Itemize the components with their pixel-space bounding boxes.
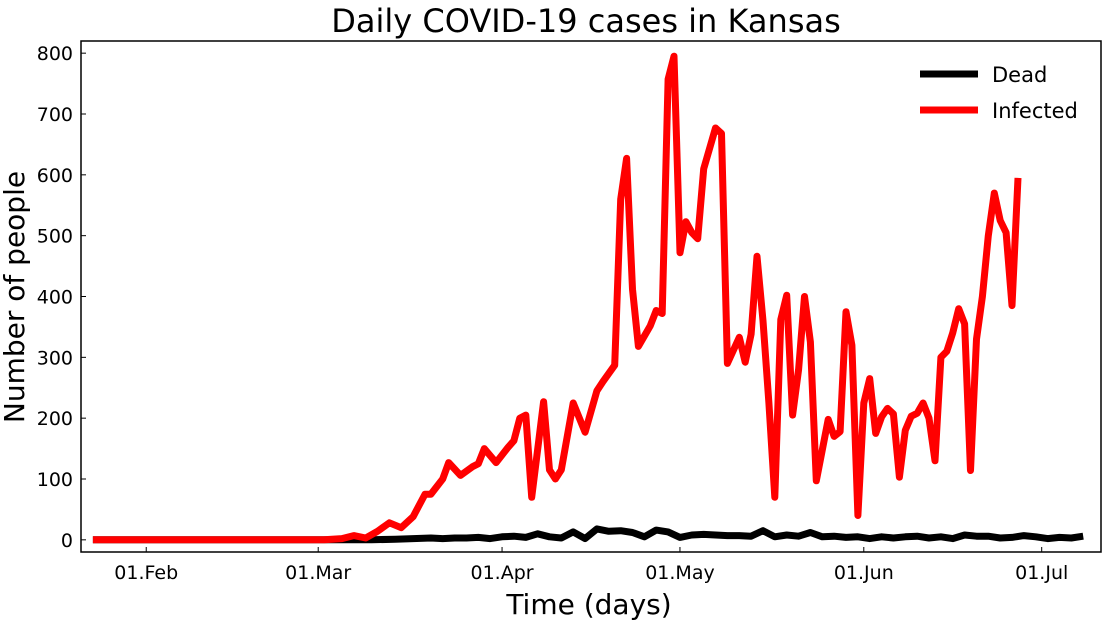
chart-title: Daily COVID-19 cases in Kansas bbox=[331, 2, 841, 40]
y-tick-label: 300 bbox=[37, 347, 73, 369]
y-axis: 0 100 200 300 400 500 600 700 800 bbox=[37, 43, 86, 552]
x-axis-label: Time (days) bbox=[505, 588, 671, 621]
x-tick-label: 01.Jun bbox=[834, 562, 894, 584]
x-tick-label: 01.Feb bbox=[114, 562, 178, 584]
y-tick-label: 0 bbox=[61, 530, 73, 552]
y-tick-label: 600 bbox=[37, 165, 73, 187]
y-tick-label: 400 bbox=[37, 287, 73, 309]
legend-label-dead: Dead bbox=[992, 63, 1047, 87]
y-tick-label: 700 bbox=[37, 104, 73, 126]
series-layer bbox=[92, 52, 1084, 544]
series-line-infected bbox=[92, 52, 1022, 544]
y-tick-label: 800 bbox=[37, 43, 73, 65]
y-tick-label: 100 bbox=[37, 469, 73, 491]
legend: Dead Infected bbox=[920, 63, 1078, 123]
series-line-dead bbox=[92, 525, 1084, 544]
x-tick-label: 01.Jul bbox=[1015, 562, 1068, 584]
y-tick-label: 500 bbox=[37, 226, 73, 248]
x-tick-label: 01.Mar bbox=[285, 562, 351, 584]
x-tick-label: 01.Apr bbox=[470, 562, 533, 584]
x-tick-label: 01.May bbox=[645, 562, 715, 584]
x-axis: 01.Feb 01.Mar 01.Apr 01.May 01.Jun 01.Jul bbox=[114, 547, 1068, 584]
legend-label-infected: Infected bbox=[992, 99, 1078, 123]
y-axis-label: Number of people bbox=[0, 171, 31, 423]
plot-frame bbox=[80, 40, 1102, 553]
y-tick-label: 200 bbox=[37, 408, 73, 430]
